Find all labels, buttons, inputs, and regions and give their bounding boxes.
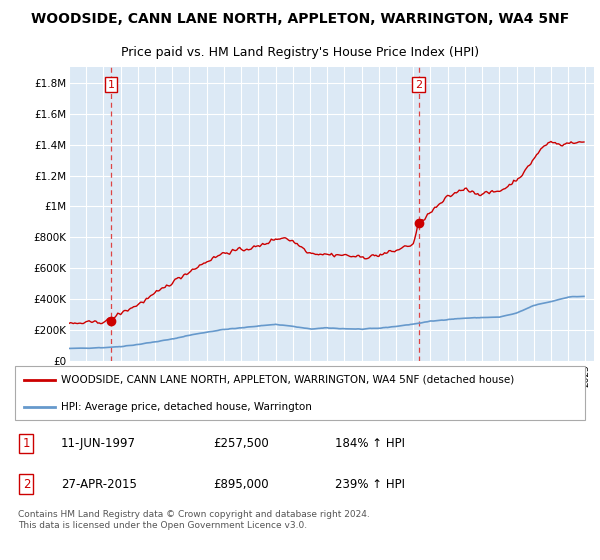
- Text: WOODSIDE, CANN LANE NORTH, APPLETON, WARRINGTON, WA4 5NF (detached house): WOODSIDE, CANN LANE NORTH, APPLETON, WAR…: [61, 375, 514, 385]
- Text: 27-APR-2015: 27-APR-2015: [61, 478, 137, 491]
- Text: 1: 1: [23, 437, 30, 450]
- Text: WOODSIDE, CANN LANE NORTH, APPLETON, WARRINGTON, WA4 5NF: WOODSIDE, CANN LANE NORTH, APPLETON, WAR…: [31, 12, 569, 26]
- Text: 239% ↑ HPI: 239% ↑ HPI: [335, 478, 404, 491]
- Text: 2: 2: [415, 80, 422, 90]
- Text: 11-JUN-1997: 11-JUN-1997: [61, 437, 136, 450]
- Text: Price paid vs. HM Land Registry's House Price Index (HPI): Price paid vs. HM Land Registry's House …: [121, 46, 479, 59]
- Text: £257,500: £257,500: [214, 437, 269, 450]
- Text: HPI: Average price, detached house, Warrington: HPI: Average price, detached house, Warr…: [61, 402, 312, 412]
- Text: £895,000: £895,000: [214, 478, 269, 491]
- Text: 2: 2: [23, 478, 30, 491]
- Text: Contains HM Land Registry data © Crown copyright and database right 2024.
This d: Contains HM Land Registry data © Crown c…: [18, 510, 370, 530]
- FancyBboxPatch shape: [15, 366, 585, 421]
- Text: 1: 1: [107, 80, 115, 90]
- Text: 184% ↑ HPI: 184% ↑ HPI: [335, 437, 404, 450]
